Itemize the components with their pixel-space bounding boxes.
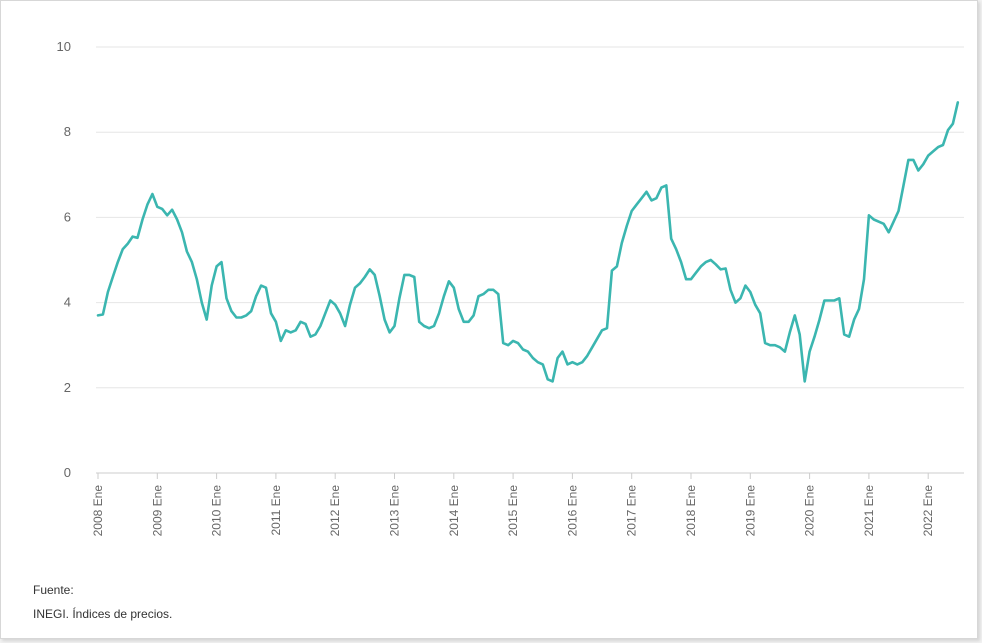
- y-tick-label: 6: [64, 209, 71, 224]
- x-tick-label: 2017 Ene: [625, 485, 639, 537]
- x-axis: 2008 Ene 2009 Ene 2010 Ene 2011 Ene 2012 Ene…: [91, 472, 964, 537]
- x-tick-label: 2018 Ene: [684, 485, 698, 537]
- x-tick-label: 2020 Ene: [803, 485, 817, 537]
- x-tick-label: 2012 Ene: [328, 485, 342, 537]
- y-tick-label: 8: [64, 124, 71, 139]
- x-tick-label: 2015 Ene: [506, 485, 520, 537]
- series: [96, 101, 960, 383]
- x-tick-label: 2019 Ene: [743, 485, 757, 537]
- x-tick-label: 2022 Ene: [921, 485, 935, 537]
- grid: [96, 46, 964, 389]
- source-label: Fuente:: [33, 583, 74, 597]
- y-tick-label: 0: [64, 465, 71, 480]
- x-tick-label: 2014 Ene: [447, 485, 461, 537]
- y-tick-label: 4: [64, 295, 71, 310]
- y-axis: 0 2 4 6 8 10: [57, 39, 71, 480]
- x-tick-label: 2011 Ene: [269, 485, 283, 536]
- y-tick-label: 10: [57, 39, 71, 54]
- y-tick-label: 2: [64, 380, 71, 395]
- series-line: [96, 101, 960, 383]
- x-tick-label: 2008 Ene: [91, 485, 105, 537]
- x-tick-label: 2013 Ene: [388, 485, 402, 537]
- source-text: INEGI. Índices de precios.: [33, 607, 173, 621]
- x-tick-label: 2021 Ene: [862, 485, 876, 537]
- x-tick-label: 2009 Ene: [150, 485, 164, 537]
- x-tick-label: 2016 Ene: [565, 485, 579, 537]
- x-tick-label: 2010 Ene: [210, 485, 224, 537]
- line-chart: 0 2 4 6 8 10 2008 Ene 2009 Ene 2010 Ene 2011 Ene…: [57, 39, 964, 537]
